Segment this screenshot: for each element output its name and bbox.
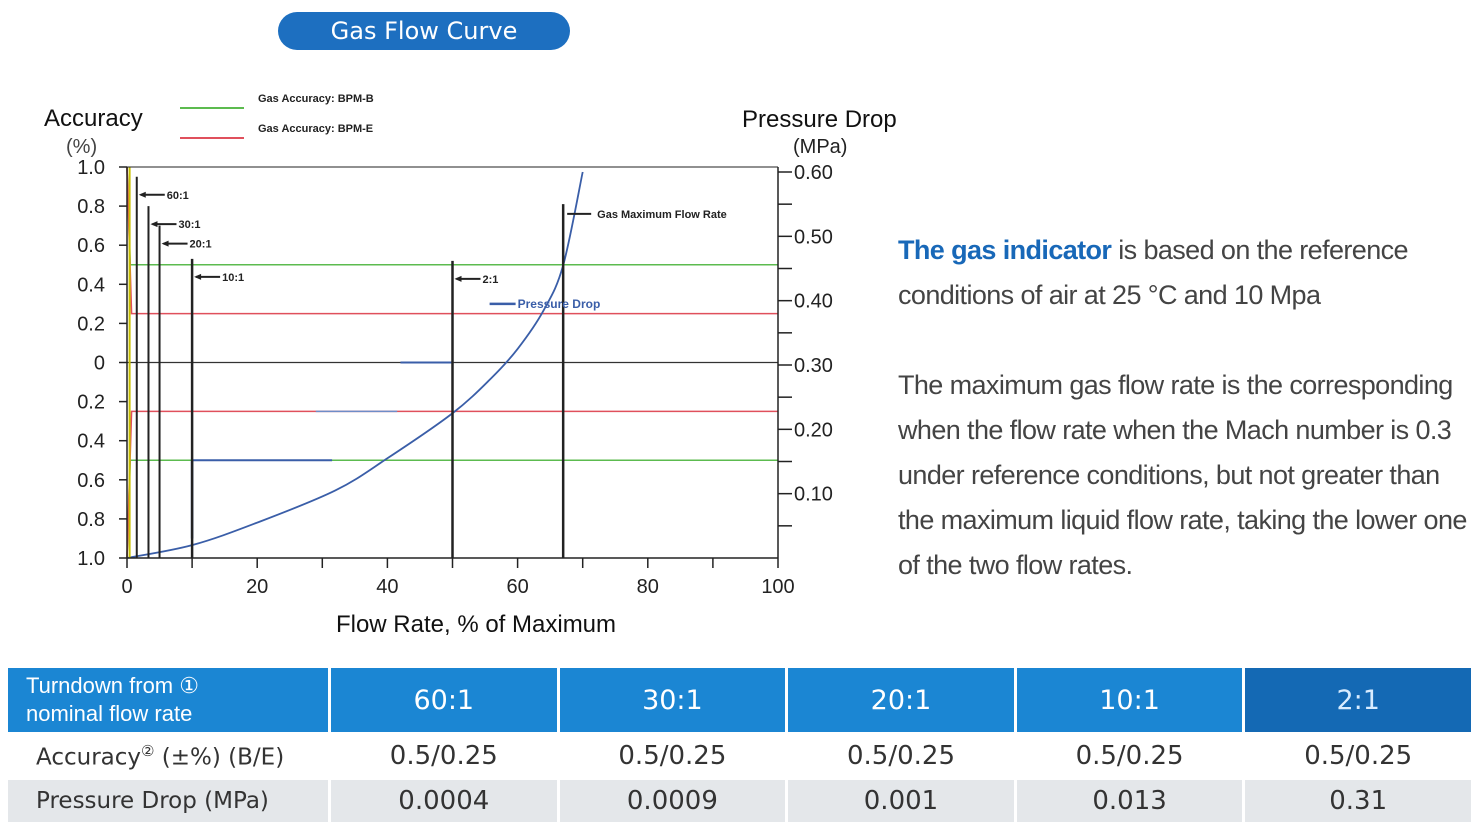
table-cell: 0.0009 <box>559 780 786 822</box>
gas-indicator-description: The gas indicator is based on the refere… <box>898 228 1474 318</box>
left-tick-label: 0.8 <box>77 196 105 218</box>
accuracy-suffix: (±%) (B/E) <box>154 744 285 771</box>
left-tick-label: 0.2 <box>77 392 105 414</box>
col-header: 30:1 <box>559 668 786 732</box>
accuracy-label: Accuracy <box>36 744 142 771</box>
turndown-marker-label: 10:1 <box>222 272 244 284</box>
header-line-2: nominal flow rate <box>26 701 193 726</box>
legend-label: Gas Accuracy: BPM-E <box>258 123 373 135</box>
right-tick-label: 0.60 <box>794 162 833 184</box>
left-tick-label: 0.4 <box>77 431 105 453</box>
gas-flow-chart: 60:1 30:1 20:1 10:1 2:1 Gas Maximum Flow Rate… <box>44 93 897 638</box>
x-tick-label: 60 <box>506 576 528 598</box>
turndown-arrow-head <box>161 240 169 247</box>
left-tick-label: 1.0 <box>77 548 105 570</box>
left-axis-title: Accuracy <box>44 105 143 132</box>
right-tick-label: 0.20 <box>794 419 833 441</box>
table-cell: 0.013 <box>1016 780 1243 822</box>
turndown-arrow-head <box>150 221 158 228</box>
x-tick-label: 20 <box>246 576 268 598</box>
turndown-table: Turndown from ① nominal flow rate 60:1 30… <box>5 665 1474 825</box>
legend-label: Gas Accuracy: BPM-B <box>258 93 374 105</box>
table-header-label: Turndown from ① nominal flow rate <box>8 668 328 732</box>
col-header: 2:1 <box>1245 668 1471 732</box>
max-flow-description: The maximum gas flow rate is the corresp… <box>898 370 1467 580</box>
left-tick-label: 0 <box>94 353 105 375</box>
table-row-accuracy: Accuracy② (±%) (B/E) 0.5/0.25 0.5/0.25 0… <box>8 735 1471 777</box>
left-tick-label: 0.6 <box>77 235 105 257</box>
turndown-marker-label: 60:1 <box>167 190 189 202</box>
turndown-arrow-head <box>194 273 202 280</box>
gas-indicator-text: is based on the reference conditions of … <box>898 235 1409 310</box>
turndown-arrow-head <box>454 275 462 282</box>
left-axis-unit: (%) <box>66 136 97 158</box>
turndown-marker-label: 30:1 <box>178 219 200 231</box>
left-tick-label: 0.8 <box>77 509 105 531</box>
pressure-drop-label: Pressure Drop <box>518 297 601 311</box>
table-row-pressure-drop: Pressure Drop (MPa) 0.0004 0.0009 0.001 … <box>8 780 1471 822</box>
x-tick-label: 80 <box>637 576 659 598</box>
table-cell: 0.5/0.25 <box>331 735 557 777</box>
right-axis-unit: (MPa) <box>793 136 847 158</box>
right-tick-label: 0.40 <box>794 291 833 313</box>
table-cell: 0.5/0.25 <box>788 735 1014 777</box>
table-cell: 0.0004 <box>331 780 557 822</box>
chart-title-banner: Gas Flow Curve <box>278 12 570 50</box>
table-cell: 0.5/0.25 <box>1245 735 1471 777</box>
max-flow-label: Gas Maximum Flow Rate <box>597 209 727 221</box>
x-tick-label: 0 <box>121 576 132 598</box>
left-tick-label: 0.6 <box>77 470 105 492</box>
turndown-arrow-head <box>138 191 146 198</box>
right-tick-label: 0.10 <box>794 484 833 506</box>
row-label-accuracy: Accuracy② (±%) (B/E) <box>8 735 328 777</box>
gas-indicator-highlight: The gas indicator <box>898 235 1112 265</box>
row-label-pressure-drop: Pressure Drop (MPa) <box>8 780 328 822</box>
pressure-drop-curve <box>126 171 584 559</box>
footnote-2: ② <box>141 741 155 760</box>
x-tick-label: 40 <box>376 576 398 598</box>
col-header: 20:1 <box>788 668 1014 732</box>
col-header: 60:1 <box>331 668 557 732</box>
header-line-1: Turndown from ① <box>26 673 199 698</box>
x-tick-label: 100 <box>761 576 794 598</box>
table-cell: 0.5/0.25 <box>559 735 786 777</box>
right-tick-label: 0.30 <box>794 355 833 377</box>
table-cell: 0.5/0.25 <box>1016 735 1243 777</box>
left-tick-label: 1.0 <box>77 157 105 179</box>
x-axis-title: Flow Rate, % of Maximum <box>336 611 616 638</box>
left-tick-label: 0.4 <box>77 274 105 296</box>
table-header-row: Turndown from ① nominal flow rate 60:1 30… <box>8 668 1471 732</box>
right-tick-label: 0.50 <box>794 226 833 248</box>
turndown-marker-label: 2:1 <box>483 274 499 286</box>
table-cell: 0.001 <box>788 780 1014 822</box>
left-tick-label: 0.2 <box>77 313 105 335</box>
turndown-marker-label: 20:1 <box>190 239 212 251</box>
table-cell: 0.31 <box>1245 780 1471 822</box>
col-header: 10:1 <box>1016 668 1243 732</box>
right-axis-title: Pressure Drop <box>742 106 897 133</box>
